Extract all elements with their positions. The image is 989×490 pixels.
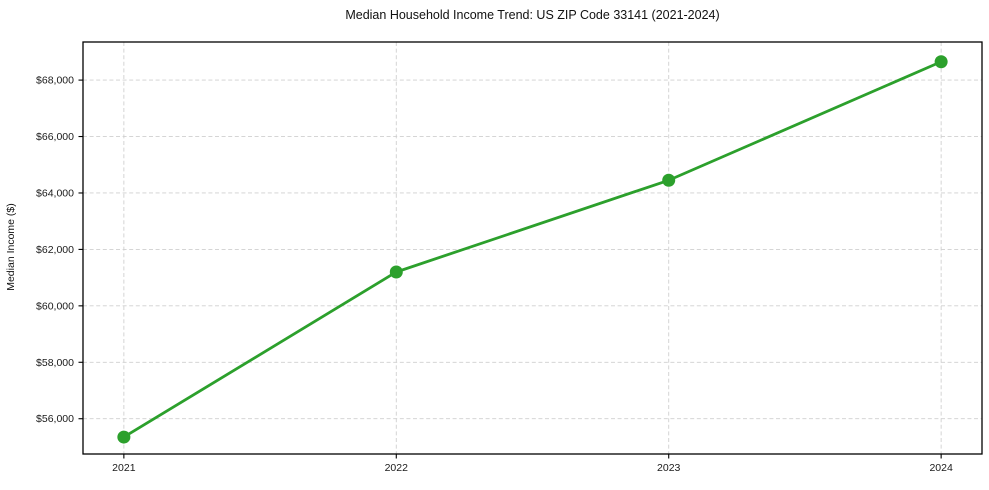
x-tick-label: 2024	[929, 462, 953, 474]
data-point-marker	[934, 55, 948, 69]
x-tick-label: 2023	[657, 462, 681, 474]
chart-title: Median Household Income Trend: US ZIP Co…	[345, 8, 720, 22]
y-tick-label: $68,000	[36, 75, 74, 87]
y-tick-label: $56,000	[36, 413, 74, 425]
y-tick-label: $66,000	[36, 131, 74, 143]
y-tick-label: $60,000	[36, 300, 74, 312]
data-point-marker	[117, 430, 131, 444]
y-tick-label: $64,000	[36, 187, 74, 199]
data-point-marker	[662, 173, 676, 187]
x-tick-label: 2022	[385, 462, 409, 474]
plot-border	[82, 41, 983, 455]
x-tick-label: 2021	[112, 462, 136, 474]
data-point-marker	[389, 265, 403, 279]
y-tick-label: $62,000	[36, 244, 74, 256]
trend-line	[122, 60, 943, 439]
y-tick-label: $58,000	[36, 357, 74, 369]
